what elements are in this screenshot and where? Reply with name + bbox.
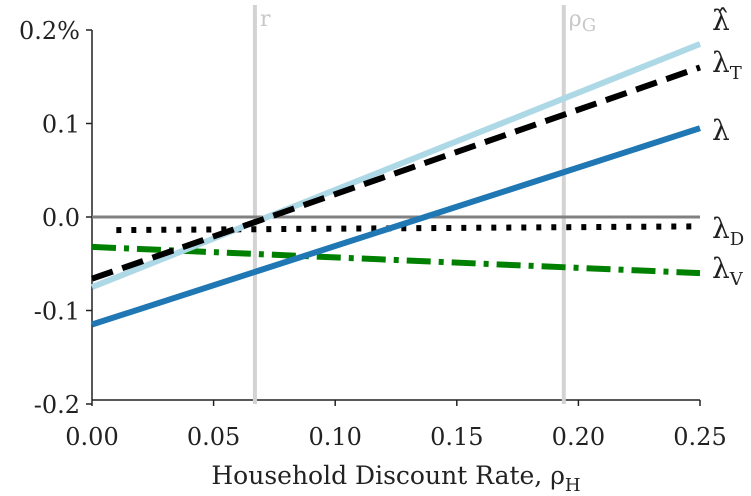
x-axis-label: Household Discount Rate, ρH [211,461,580,496]
series-label-main: λ [712,114,730,147]
x-axis-label-main: Household Discount Rate, ρ [211,461,565,490]
x-tick-label: 0.05 [187,423,240,451]
axis-ticks: -0.2 -0.1 0.0 0.1 0.2% 0.00 0.05 0.10 0.15 0.20 0.… [19,17,727,451]
y-tick-label: -0.1 [34,298,80,326]
vertical-line-label-2: ρG [569,7,596,36]
y-tick-label: 0.1 [42,111,80,139]
series-lines [90,41,702,328]
series-line-2 [91,125,701,328]
series-label-subscript: V [729,269,744,290]
vertical-line-label-subscript: G [582,15,596,36]
vertical-line-label-main: ρ [569,7,582,32]
series-label-t-1: λT [712,46,742,84]
series-label-main: λ [712,212,730,245]
series-label-subscript: D [730,229,744,250]
series-line-d-3 [116,223,701,234]
vertical-line-label-main: r [260,7,271,32]
axes [91,30,700,401]
y-tick-label: 0.2% [19,17,80,45]
x-tick-label: 0.15 [430,423,483,451]
series-label-d-3: λD [712,212,744,250]
x-tick-label: 0.10 [308,423,361,451]
series-line-0 [90,41,702,290]
series-label-subscript: T [730,63,742,84]
x-tick-label: 0.20 [552,423,605,451]
series-label-0: λ̂ [712,4,730,37]
series-label-v-4: λV [712,252,744,290]
vertical-reference-lines: r ρG [252,5,596,404]
y-tick-label: -0.2 [34,391,80,419]
series-label-main: λ̂ [712,4,730,37]
x-tick-label: 0.25 [673,423,726,451]
series-line-t-1 [91,64,701,282]
vertical-line-label-1: r [260,7,271,32]
x-tick-label: 0.00 [65,423,118,451]
series-label-main: λ [712,252,730,285]
series-line-v-4 [91,243,701,277]
x-axis-label-subscript: H [565,475,581,496]
y-tick-label: 0.0 [42,204,80,232]
series-label-main: λ [712,46,730,79]
series-label-2: λ [712,114,730,147]
